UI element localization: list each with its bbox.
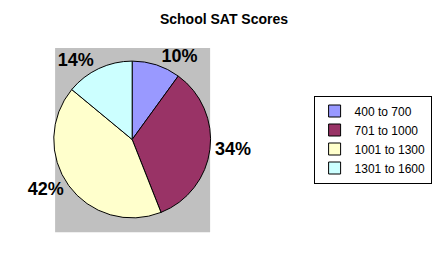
svg-text:1001 to 1300: 1001 to 1300 [355, 143, 425, 157]
svg-text:400 to 700: 400 to 700 [355, 105, 412, 119]
svg-text:42%: 42% [28, 179, 64, 199]
svg-text:14%: 14% [58, 50, 94, 70]
svg-text:10%: 10% [161, 46, 197, 66]
svg-text:34%: 34% [215, 139, 251, 159]
svg-text:1301 to 1600: 1301 to 1600 [355, 162, 425, 176]
svg-text:School SAT Scores: School SAT Scores [160, 11, 288, 27]
svg-text:701 to 1000: 701 to 1000 [355, 124, 419, 138]
